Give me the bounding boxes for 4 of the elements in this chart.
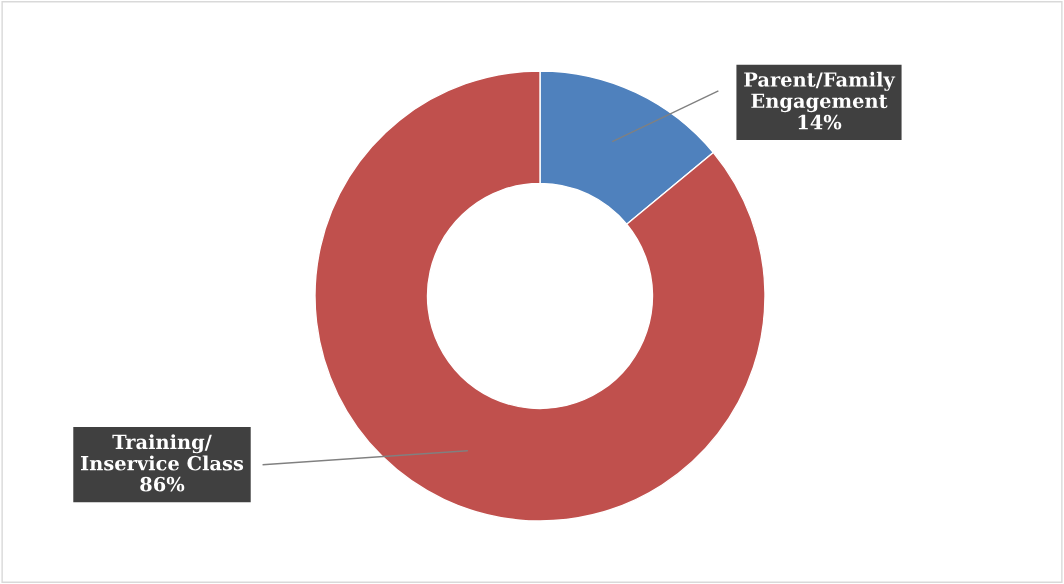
slice-label: Parent/Family Engagement xyxy=(744,71,896,113)
data-label: 14% xyxy=(798,114,842,130)
data-label: 86% xyxy=(140,476,185,492)
slice-label: Training/ Inservice Class xyxy=(81,434,244,471)
